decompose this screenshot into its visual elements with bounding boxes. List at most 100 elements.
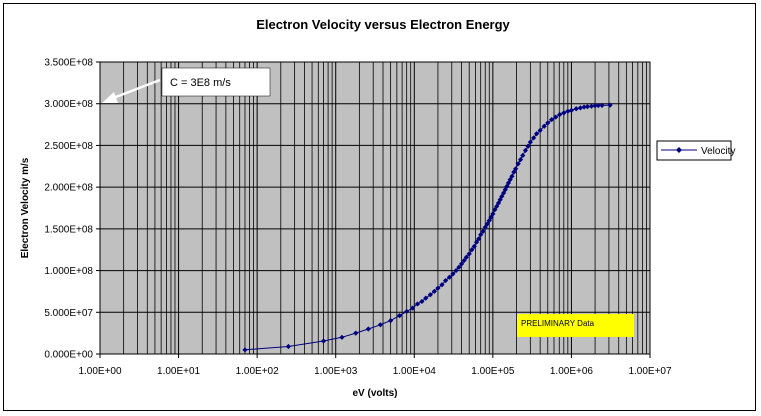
data-point [339,334,345,340]
data-point [473,239,480,245]
data-point [584,104,591,110]
data-point [495,200,502,206]
x-tick-label: 1.00E+07 [628,366,672,377]
data-point [442,277,449,284]
data-point [577,105,583,111]
x-tick-label: 1.00E+00 [78,366,122,377]
data-point [494,203,500,209]
chart-title: Electron Velocity versus Electron Energy [256,17,510,32]
data-point [502,187,508,193]
y-tick-label: 1.000E+08 [44,266,93,277]
data-point [568,107,575,113]
data-point [537,127,543,134]
data-point [439,282,445,288]
data-point [466,251,472,257]
c-annotation-label: C = 3E8 m/s [170,77,231,89]
data-point [553,114,559,120]
y-tick-label: 3.500E+08 [44,58,93,69]
data-point [242,347,248,353]
data-point [557,111,563,118]
data-point [320,338,327,344]
data-point [561,110,567,116]
data-point [450,271,456,277]
plot-area [100,62,650,354]
data-point [478,232,484,238]
data-point [365,326,371,332]
data-point [486,217,492,224]
data-point [599,102,605,108]
data-point [476,236,482,242]
data-point [431,288,437,295]
data-point [404,308,410,315]
c-annotation-arrowhead [102,92,118,103]
data-point [533,131,540,137]
data-point [414,301,421,307]
data-point [525,143,531,149]
data-point [595,102,601,109]
data-point [396,313,403,319]
data-point [488,214,494,220]
data-point [527,139,533,145]
data-point [456,264,462,270]
data-point [484,221,490,227]
preliminary-box [517,314,634,337]
c-annotation-arrow [107,78,161,102]
plot-border [99,61,651,355]
data-point [522,147,529,154]
y-tick-label: 2.500E+08 [44,141,93,152]
y-tick-label: 2.000E+08 [44,183,93,194]
data-point [480,228,486,234]
data-point [517,157,524,163]
data-point [471,243,477,249]
data-point [515,161,521,167]
data-point [607,102,613,108]
data-point [490,211,496,217]
data-point [423,295,429,301]
y-tick-label: 3.000E+08 [44,99,93,110]
data-point [377,322,383,328]
data-point [446,274,453,280]
data-point [461,257,467,264]
data-point [353,330,359,336]
series-points-velocity [242,102,613,353]
y-tick-label: 1.500E+08 [44,224,93,235]
data-point [505,180,512,186]
x-tick-label: 1.00E+02 [236,366,280,377]
data-point [507,177,513,183]
data-point [588,103,595,109]
y-tick-label: 0.000E+00 [44,350,93,361]
y-axis-title: Electron Velocity m/s [20,157,31,258]
data-point [581,104,587,110]
data-point [419,298,425,305]
data-point [565,108,571,114]
data-point [427,292,433,298]
data-point [482,224,488,230]
preliminary-label: PRELIMINARY Data [521,319,595,328]
x-tick-label: 1.00E+05 [471,366,515,377]
data-point [497,197,503,203]
x-tick-label: 1.00E+03 [314,366,358,377]
data-point [458,261,465,267]
grid-lines [99,62,650,354]
data-point [435,285,441,291]
data-point [545,120,551,126]
data-point [285,343,292,350]
data-point [520,152,526,159]
data-point [453,267,459,274]
data-point [573,106,579,112]
data-point [409,305,416,311]
data-point [469,247,475,253]
data-point [541,123,547,129]
data-point [513,166,519,172]
data-point [463,254,469,260]
x-tick-label: 1.00E+06 [550,366,594,377]
data-point [530,135,537,141]
data-point [509,173,515,179]
data-point [511,169,517,175]
x-tick-label: 1.00E+01 [157,366,201,377]
x-axis-title: eV (volts) [352,388,397,399]
y-tick-label: 5.000E+07 [44,308,93,319]
c-annotation-box [161,67,271,97]
data-point [388,318,394,324]
